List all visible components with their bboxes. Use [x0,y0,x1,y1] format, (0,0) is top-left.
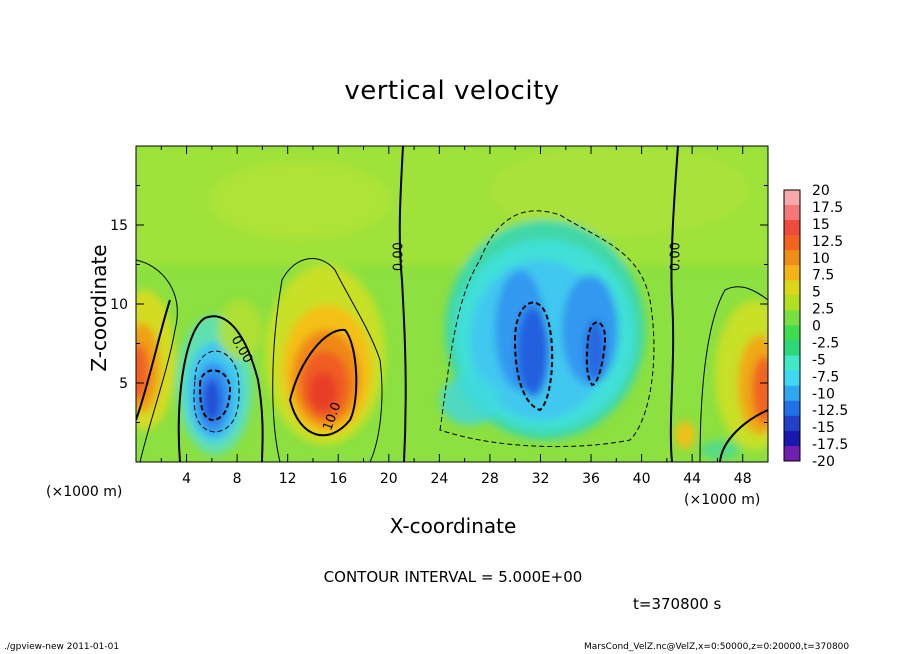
colorbar-label: -12.5 [812,403,848,419]
x-tick-label: 12 [279,471,297,487]
x-tick-label: 48 [734,471,752,487]
colorbar-label: 0 [812,319,821,335]
colorbar-bin [784,220,800,236]
contour-label: 0.00 [392,242,407,271]
colorbar-bin [784,445,800,462]
colorbar-bin [784,190,800,206]
colorbar-bin [784,250,800,266]
colorbar-bin [784,415,800,432]
contour-lines [136,146,768,462]
x-axis-label: X-coordinate [389,514,517,538]
x-tick-label: 28 [481,471,499,487]
x-tick-label: 32 [532,471,550,487]
colorbar-label: 17.5 [812,200,843,216]
colorbar-frame [783,189,801,462]
footer-right: MarsCond_VelZ.nc@VelZ,x=0:50000,z=0:2000… [584,642,850,652]
colorbar-label: -7.5 [812,369,839,385]
contour-label: 0.00 [669,242,684,271]
colorbar-label: -20 [812,454,835,470]
colorbar-bin [784,385,800,402]
colorbar-bin [784,295,800,311]
chart-title: vertical velocity [344,76,560,106]
x-tick-label: 36 [582,471,600,487]
colorbar-label: -10 [812,386,835,402]
colorbar-bin [784,235,800,251]
y-tick-label: 10 [110,297,128,313]
x-tick-label: 40 [633,471,651,487]
x-unit-label-right: (×1000 m) [684,492,761,508]
colorbar-bin [784,310,800,326]
colorbar-bin [784,340,800,357]
y-tick-label: 15 [110,218,128,234]
colorbar-bin [784,325,800,342]
colorbar-bin [784,205,800,221]
colorbar-bin [784,265,800,281]
colorbar-label: -5 [812,352,826,368]
time-note: t=370800 s [633,595,722,613]
x-tick-label: 4 [182,471,191,487]
x-tick-label: 24 [430,471,448,487]
colorbar-label: 10 [812,251,830,267]
footer-left: ./gpview-new 2011-01-01 [4,642,120,652]
x-tick-label: 20 [380,471,398,487]
colorbar-label: -2.5 [812,335,839,351]
x-tick-label: 8 [233,471,242,487]
colorbar-label: 7.5 [812,268,834,284]
colorbar-bin [784,400,800,417]
colorbar-bin [784,280,800,296]
x-unit-label-left: (×1000 m) [46,484,123,500]
x-tick-label: 44 [683,471,701,487]
colorbar-bin [784,370,800,387]
colorbar-label: 15 [812,217,830,233]
heatmap-field [136,146,768,462]
colorbar-label: 20 [812,183,830,199]
colorbar-label: -15 [812,420,835,436]
colorbar-label: 12.5 [812,234,843,250]
colorbar-label: -17.5 [812,437,848,453]
y-tick-label: 5 [119,376,128,392]
x-tick-label: 16 [329,471,347,487]
contour-interval-note: CONTOUR INTERVAL = 5.000E+00 [323,568,583,586]
colorbar-bin [784,430,800,447]
colorbar-label: 2.5 [812,302,834,318]
colorbar-label: 5 [812,285,821,301]
colorbar-bin [784,355,800,372]
